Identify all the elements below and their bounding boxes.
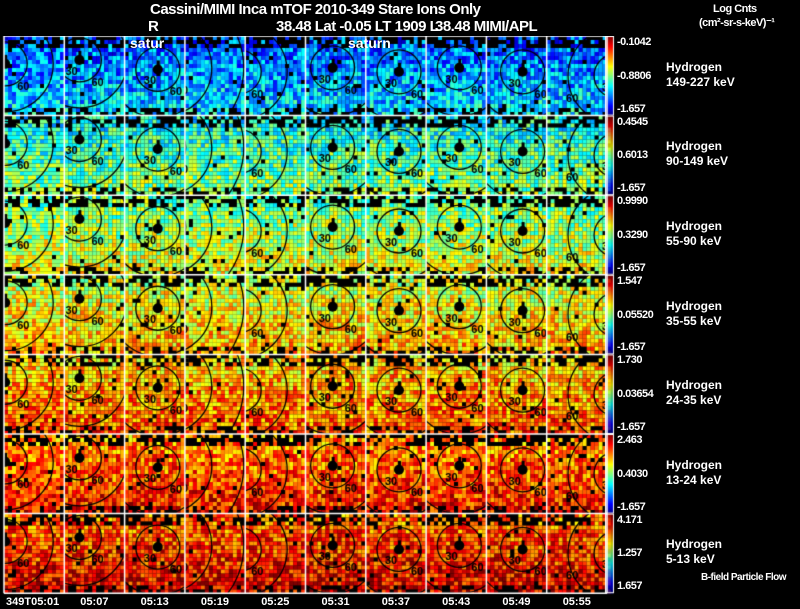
row-species-label: Hydrogen: [666, 298, 723, 313]
time-tick-label: 05:49: [502, 596, 531, 608]
row-energy-label: 13-24 keV: [666, 472, 722, 487]
colorbar-max-label: 4.171: [617, 513, 643, 526]
colorbar-min-label: -1.657: [617, 421, 646, 433]
row-species-label: Hydrogen: [666, 457, 723, 472]
row-energy-label: 90-149 keV: [666, 154, 729, 169]
colorbar-mid-label: 0.3290: [617, 229, 648, 241]
row-energy-label: 35-55 keV: [666, 313, 722, 328]
colorbar-mid-label: 0.05520: [617, 308, 654, 321]
colorbar-max-label: 0.9990: [617, 195, 648, 208]
l-value: 38.48 MIMI/APL: [435, 18, 538, 35]
colorbar-max-label: 0.4545: [617, 115, 648, 128]
time-tick-label: 05:13: [140, 596, 169, 608]
saturn-label: saturn: [348, 35, 391, 51]
row-species-label: Hydrogen: [666, 139, 723, 154]
colorbar-mid-label: 0.03654: [617, 388, 654, 401]
r-label: R: [148, 18, 159, 35]
row-energy-label: 24-35 keV: [666, 393, 722, 408]
position-info: 38.48 Lat -0.05 LT 1909 L: [276, 18, 439, 35]
inca-image-grid: [0, 36, 800, 596]
colorbar-max-label: 2.463: [617, 434, 643, 446]
time-tick-label: 05:55: [562, 596, 591, 608]
time-tick-label: 05:31: [321, 596, 350, 608]
row-energy-label: 55-90 keV: [666, 234, 722, 248]
colorbar-mid-label: 0.4030: [617, 467, 648, 480]
colorbar-mid-label: -0.8806: [617, 69, 651, 82]
time-tick-label: 05:07: [80, 596, 109, 608]
time-tick-label: 05:19: [200, 596, 230, 608]
row-species-label: Hydrogen: [666, 378, 723, 393]
units-label-2: (cm²-sr-s-keV)⁻¹: [699, 17, 775, 29]
row-species-label: Hydrogen: [666, 59, 723, 74]
units-label: Log Cnts: [713, 3, 757, 15]
colorbar-min-label: -1.657: [617, 182, 646, 195]
time-tick-label: 05:25: [261, 596, 290, 608]
colorbar-min-label: -1.657: [617, 261, 646, 274]
saturn-label: satur: [130, 35, 165, 51]
colorbar-mid-label: 1.257: [617, 547, 643, 560]
time-tick-label: 349T05:01: [6, 596, 60, 608]
colorbar-min-label: -1.657: [617, 500, 646, 513]
colorbar-max-label: 1.547: [617, 274, 643, 287]
row-energy-label: 5-13 keV: [666, 552, 715, 567]
colorbar-max-label: 1.730: [617, 354, 643, 367]
colorbar-max-label: -0.1042: [617, 36, 651, 48]
time-tick-label: 05:37: [381, 596, 410, 608]
time-tick-label: 05:43: [442, 596, 471, 608]
row-species-label: Hydrogen: [666, 537, 723, 552]
colorbar-min-label: 1.657: [617, 580, 643, 593]
colorbar-min-label: -1.657: [617, 341, 646, 354]
plot-title: Cassini/MIMI Inca mTOF 2010-349 Stare Io…: [150, 1, 481, 18]
colorbar-min-label: -1.657: [617, 102, 646, 115]
b-field-legend: B-field Particle Flow: [701, 572, 787, 583]
colorbar-mid-label: 0.6013: [617, 149, 648, 162]
row-energy-label: 149-227 keV: [666, 74, 735, 89]
row-species-label: Hydrogen: [666, 219, 723, 233]
